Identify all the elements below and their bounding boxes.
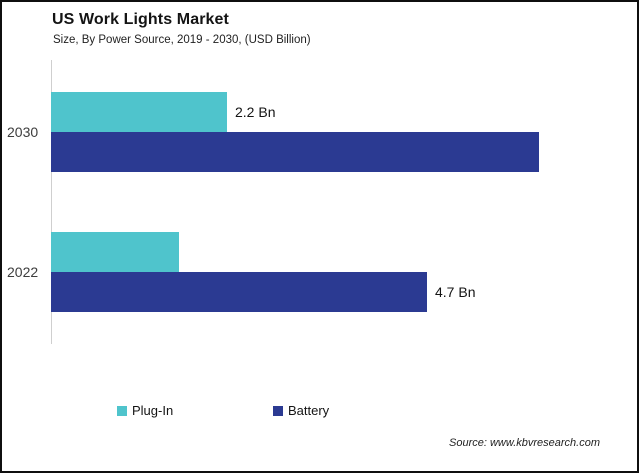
legend-label: Plug-In	[132, 403, 174, 418]
bar-battery-2022	[51, 272, 427, 312]
bar-plug-in-2030	[51, 92, 227, 132]
chart-subtitle: Size, By Power Source, 2019 - 2030, (USD…	[53, 34, 311, 46]
source-text: Source: www.kbvresearch.com	[449, 437, 600, 449]
y-axis-line	[51, 60, 52, 344]
category-label-2022: 2022	[7, 264, 39, 280]
chart-title: US Work Lights Market	[52, 11, 229, 28]
value-label-plug-in-2030: 2.2 Bn	[235, 104, 276, 120]
legend-label: Battery	[288, 403, 330, 418]
bar-plug-in-2022	[51, 232, 179, 272]
legend-item-battery: Battery	[273, 403, 329, 418]
value-label-battery-2022: 4.7 Bn	[435, 284, 476, 300]
legend-swatch-icon	[117, 405, 127, 416]
bar-battery-2030	[51, 132, 539, 172]
legend-item-plug-in: Plug-In	[117, 403, 173, 418]
category-label-2030: 2030	[7, 124, 39, 140]
legend-swatch-icon	[273, 405, 283, 416]
legend: Plug-In Battery	[2, 403, 637, 419]
